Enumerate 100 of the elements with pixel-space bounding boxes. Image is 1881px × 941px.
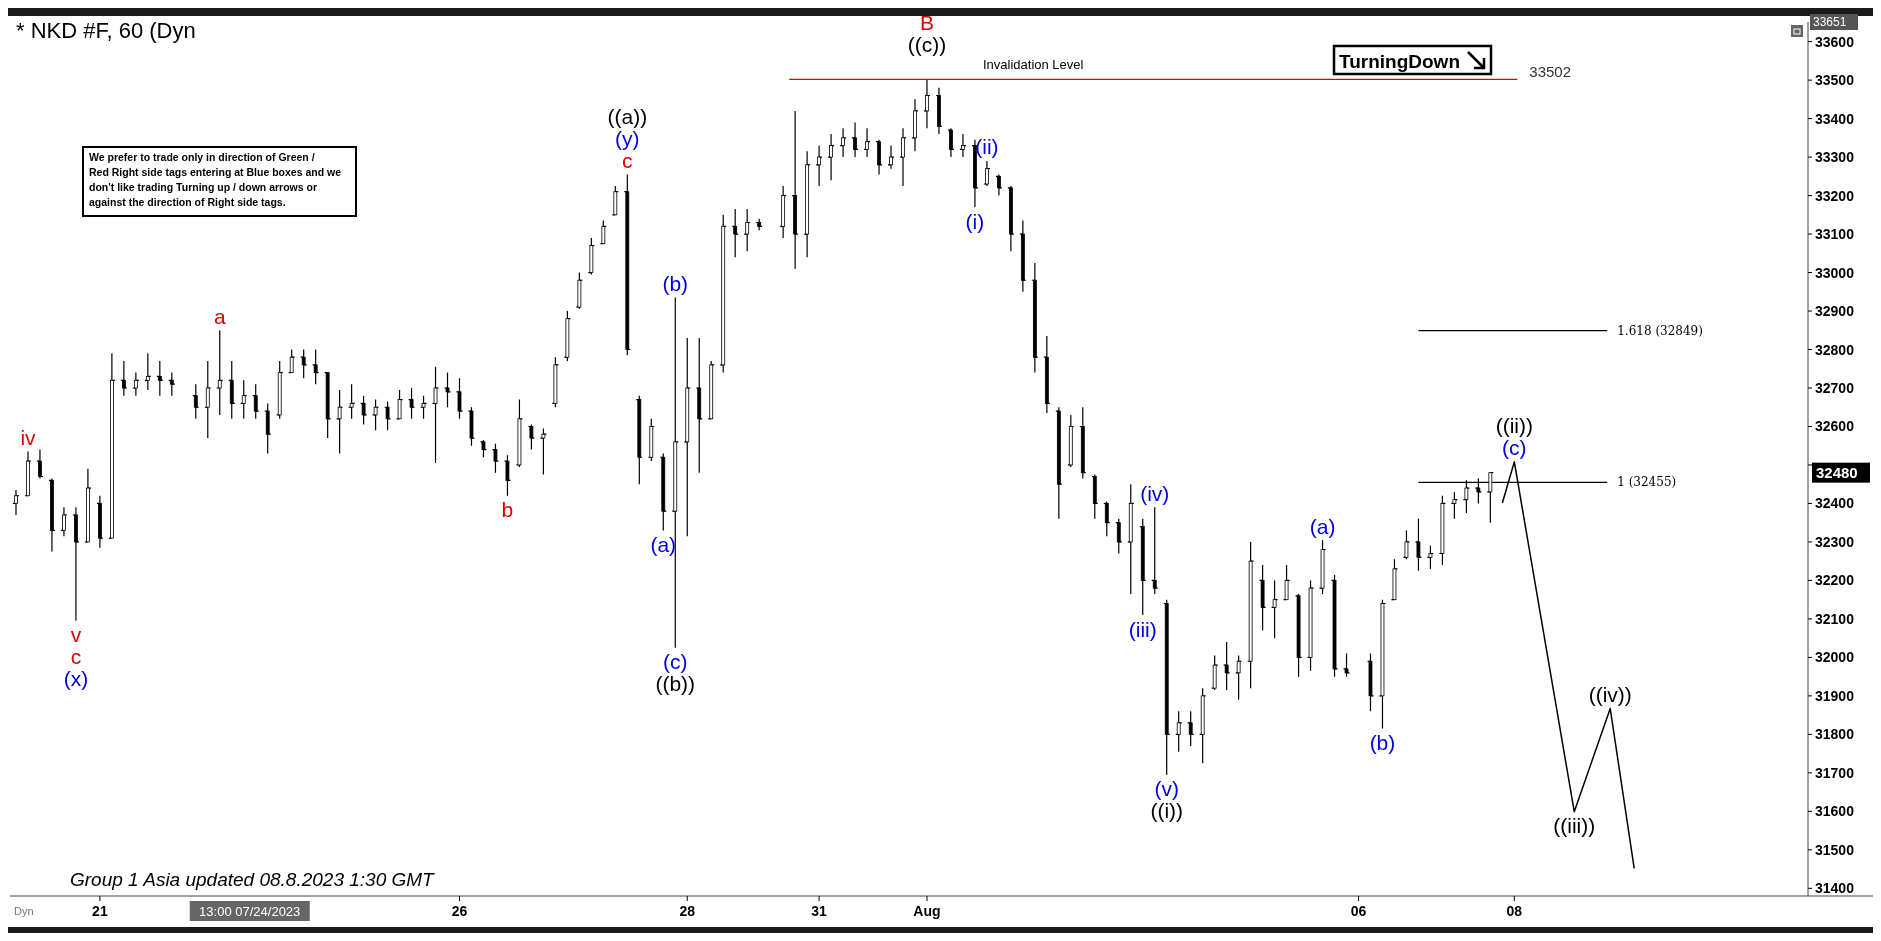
candlestick (553, 356, 558, 408)
candlestick (853, 121, 857, 158)
candlestick (1236, 654, 1241, 701)
candlestick (745, 208, 750, 252)
annotation: ((b)) (655, 672, 696, 696)
candlestick (817, 144, 821, 187)
ref-line-label: 1.618 (32849) (1617, 323, 1703, 338)
candlestick (781, 185, 786, 239)
candlestick (26, 450, 30, 497)
x-tick-label: 06 (1350, 903, 1367, 919)
candlestick (469, 406, 474, 447)
candlestick (733, 208, 738, 258)
candlestick (1068, 414, 1073, 468)
annotation: ((a)) (607, 104, 648, 128)
annotation: B (919, 10, 934, 34)
y-tick-label: 33400 (1815, 110, 1855, 127)
x-tick-label: 21 (92, 903, 108, 919)
annotation: b (501, 498, 514, 522)
candlestick (877, 139, 881, 175)
candlestick (1272, 579, 1277, 639)
y-tick-label: 32200 (1815, 572, 1855, 589)
y-tick-label: 32900 (1815, 303, 1855, 320)
candlestick (517, 398, 522, 468)
annotation: (c) (1502, 436, 1527, 460)
candlestick (1104, 500, 1109, 537)
candlestick (505, 454, 510, 497)
annotation: (a) (650, 532, 677, 556)
annotation: (v) (1154, 777, 1179, 801)
candlestick (1080, 406, 1085, 480)
y-tick-label: 32000 (1815, 649, 1855, 666)
candlestick (1260, 564, 1265, 632)
candlestick (1200, 687, 1205, 764)
y-tick-label: 32300 (1815, 533, 1855, 550)
candlestick (1344, 652, 1349, 678)
candlestick (673, 296, 678, 649)
y-tick-label: 32400 (1815, 495, 1855, 512)
annotation: ((c)) (907, 32, 947, 56)
candlestick (841, 127, 845, 158)
candlestick (661, 452, 666, 531)
candlestick (865, 127, 869, 158)
candlestick (1284, 564, 1289, 601)
candlestick (98, 495, 102, 549)
candlestick (1212, 654, 1217, 691)
annotation: 33502 (1529, 62, 1572, 80)
candlestick (1128, 483, 1133, 595)
y-tick-label: 32700 (1815, 379, 1855, 396)
candlestick (529, 423, 534, 451)
candlestick (1164, 599, 1169, 776)
x-tick-label: Aug (913, 903, 941, 919)
candlestick (289, 348, 294, 374)
candlestick (253, 383, 258, 420)
candlestick (1416, 518, 1421, 572)
candlestick (313, 348, 318, 385)
candlestick (325, 372, 330, 439)
candlestick (493, 443, 498, 474)
annotation: (b) (1369, 731, 1396, 755)
candlestick (565, 310, 570, 362)
candlestick (193, 383, 198, 420)
y-tick-label: 33000 (1815, 264, 1855, 281)
candlestick (457, 377, 462, 420)
annotation: (iv) (1140, 481, 1170, 505)
candlestick (349, 383, 354, 420)
x-tick-label: 28 (679, 903, 696, 919)
candlestick (1140, 518, 1145, 616)
candlestick (757, 218, 762, 231)
text: 32480 (1816, 464, 1858, 482)
candlestick (169, 372, 174, 397)
candlestick (613, 185, 618, 216)
candlestick (301, 348, 306, 379)
annotation: ((ii)) (1495, 414, 1533, 438)
annotation: v (70, 623, 82, 647)
candlestick (1020, 219, 1025, 293)
candlestick (409, 387, 414, 420)
annotation: ((i)) (1150, 799, 1184, 823)
y-tick-label: 31600 (1815, 803, 1855, 820)
candlestick (121, 360, 126, 397)
candlestick (229, 360, 234, 420)
candlestick (721, 214, 726, 374)
candlestick (1332, 574, 1337, 678)
annotation: ((iv)) (1588, 683, 1632, 707)
ref-line-label: Invalidation Level (982, 57, 1084, 73)
candlestick (625, 173, 630, 356)
candlestick (1368, 652, 1373, 712)
y-tick-label: 33100 (1815, 226, 1855, 243)
y-tick-label: 31900 (1815, 687, 1855, 704)
annotation: (x) (63, 667, 89, 691)
candlestick (949, 127, 953, 158)
candlestick (157, 360, 162, 397)
annotation: ((iii)) (1553, 814, 1596, 838)
annotation: Group 1 Asia updated 08.8.2023 1:30 GMT (70, 869, 436, 890)
annotation: (b) (662, 272, 689, 296)
candlestick (397, 389, 402, 420)
candlestick (1224, 641, 1229, 691)
ref-line-label: 1 (32455) (1617, 475, 1677, 490)
candlestick (385, 400, 390, 431)
candlestick (889, 144, 893, 170)
candlestick (913, 98, 917, 152)
candlestick (589, 237, 594, 276)
annotation: iv (20, 426, 37, 449)
candlestick (1440, 495, 1445, 566)
